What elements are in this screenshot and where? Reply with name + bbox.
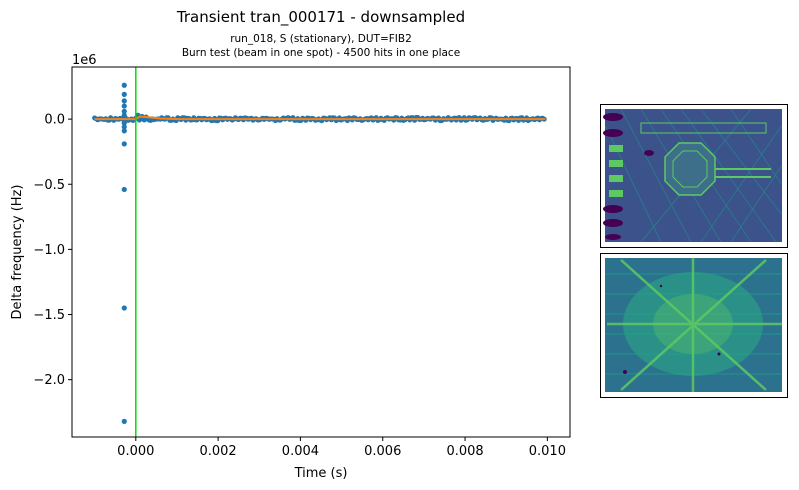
scatter-point <box>121 124 127 130</box>
scatter-point <box>121 108 127 114</box>
scatter-point <box>121 128 127 134</box>
x-tick-label: 0.006 <box>364 444 401 459</box>
y-tick-label: 0.0 <box>44 113 65 128</box>
x-tick-label: 0.008 <box>446 444 483 459</box>
x-tick-label: 0.002 <box>199 444 236 459</box>
chart-subtitle-line-2: Burn test (beam in one spot) - 4500 hits… <box>181 47 461 59</box>
scatter-point <box>121 120 127 126</box>
x-tick-label: 0.010 <box>529 444 566 459</box>
axes-frame <box>71 66 571 438</box>
scatter-point <box>121 103 127 109</box>
x-tick-label: 0.000 <box>117 444 154 459</box>
scatter-point <box>121 141 127 147</box>
beam-burn-spot-image <box>600 253 788 398</box>
scatter-point <box>121 418 127 424</box>
y-tick-label: −0.5 <box>33 178 65 193</box>
chart-subtitle-line-1: run_018, S (stationary), DUT=FIB2 <box>230 33 412 45</box>
x-axis-label: Time (s) <box>294 466 348 481</box>
x-axis-ticks: 0.000 0.002 0.004 0.006 0.008 0.010 <box>117 437 566 459</box>
chip-overview-image <box>600 104 788 248</box>
scatter-point <box>121 98 127 104</box>
scatter-point <box>121 305 127 311</box>
x-tick-label: 0.004 <box>282 444 319 459</box>
data-marks <box>92 67 547 437</box>
y-axis-label: Delta frequency (Hz) <box>10 185 25 320</box>
y-axis-ticks: −2.0 −1.5 −1.0 −0.5 0.0 <box>33 113 72 388</box>
y-tick-label: −1.0 <box>33 243 65 258</box>
y-tick-label: −1.5 <box>33 308 65 323</box>
scatter-point <box>121 91 127 97</box>
chart-title: Transient tran_000171 - downsampled <box>176 8 466 26</box>
scatter-point <box>121 186 127 193</box>
y-offset-label: 1e6 <box>72 53 97 68</box>
y-tick-label: −2.0 <box>33 373 65 388</box>
scatter-point <box>121 82 127 88</box>
scatter-point <box>121 112 127 118</box>
